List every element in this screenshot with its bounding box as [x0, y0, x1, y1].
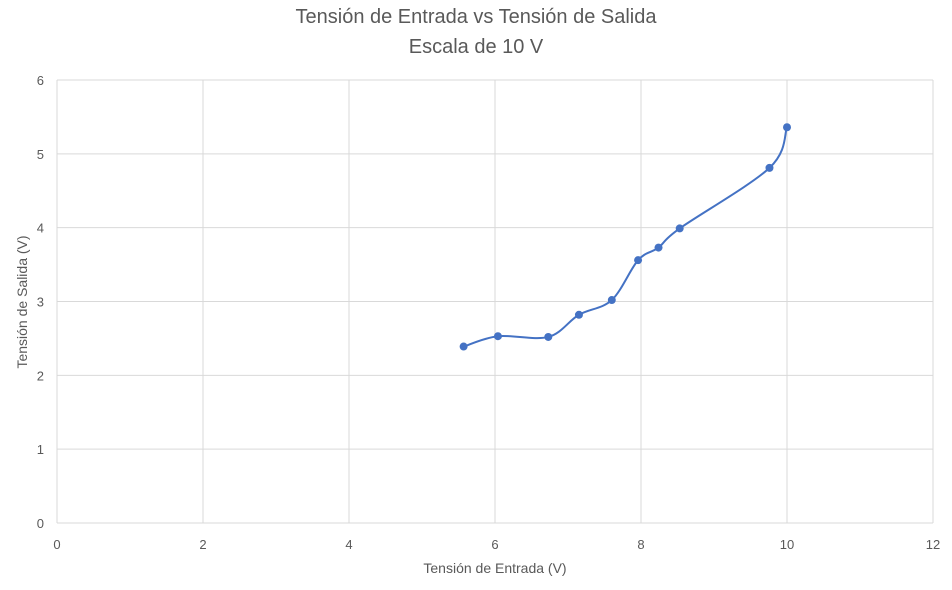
x-tick-label: 12: [926, 537, 940, 552]
y-tick-label: 1: [37, 442, 44, 457]
y-axis-ticks: 0 1 2 3 4 5 6: [37, 73, 44, 531]
x-axis-title: Tensión de Entrada (V): [423, 560, 566, 576]
x-tick-label: 10: [780, 537, 794, 552]
data-point: [574, 310, 583, 319]
series-group: [459, 123, 791, 351]
data-point: [493, 332, 502, 341]
y-tick-label: 2: [37, 368, 44, 383]
y-tick-label: 0: [37, 516, 44, 531]
x-tick-label: 6: [491, 537, 498, 552]
y-tick-label: 3: [37, 295, 44, 310]
data-point: [765, 163, 774, 172]
data-point: [654, 243, 663, 252]
y-tick-label: 6: [37, 73, 44, 88]
y-tick-label: 4: [37, 221, 44, 236]
data-point: [544, 332, 553, 341]
series-line: [463, 126, 788, 348]
x-tick-label: 4: [345, 537, 352, 552]
data-point: [607, 296, 616, 305]
x-tick-label: 2: [199, 537, 206, 552]
gridlines: [56, 79, 934, 524]
x-tick-label: 8: [637, 537, 644, 552]
data-point: [675, 224, 684, 233]
data-point: [459, 342, 468, 351]
data-point: [634, 256, 643, 265]
chart-title: Tensión de Entrada vs Tensión de Salida: [295, 6, 657, 28]
chart-subtitle: Escala de 10 V: [408, 36, 544, 58]
y-axis-title: Tensión de Salida (V): [14, 235, 30, 368]
x-tick-label: 0: [53, 537, 60, 552]
y-tick-label: 5: [37, 147, 44, 162]
data-point: [783, 123, 791, 132]
x-axis-ticks: 0 2 4 6 8 10 12: [53, 537, 940, 552]
